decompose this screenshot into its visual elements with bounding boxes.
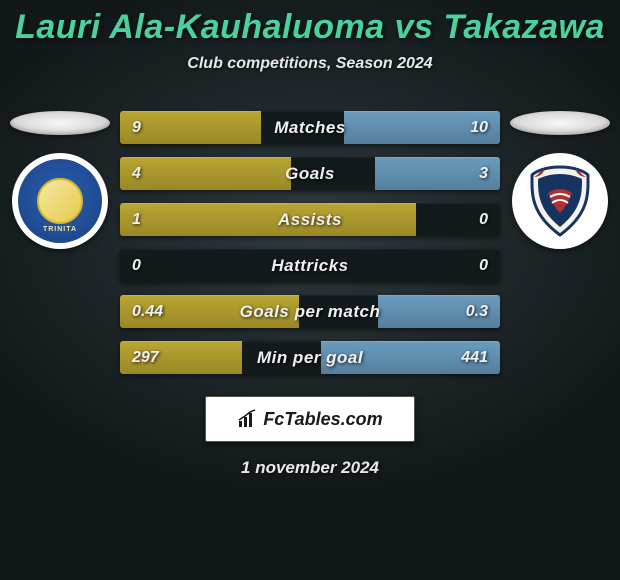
crest-right-shield-icon <box>526 163 594 239</box>
body-row: est 1994 TRINITA 9Matches10 4Goals3 1Assis… <box>0 111 620 374</box>
stat-label: Goals per match <box>120 302 500 322</box>
stat-value-right: 10 <box>470 119 488 137</box>
stat-value-right: 0 <box>479 211 488 229</box>
stat-row: 0.44Goals per match0.3 <box>120 295 500 328</box>
stat-label: Assists <box>120 210 500 230</box>
stat-value-right: 0.3 <box>466 303 488 321</box>
player-left-column: est 1994 TRINITA <box>10 111 110 249</box>
stat-value-right: 0 <box>479 257 488 275</box>
crest-left-name-text: TRINITA <box>18 226 102 233</box>
brand-text: FcTables.com <box>263 409 382 430</box>
player-right-photo-placeholder <box>510 111 610 135</box>
stat-row: 9Matches10 <box>120 111 500 144</box>
crest-left-ball-icon <box>37 178 83 224</box>
player-left-photo-placeholder <box>10 111 110 135</box>
footer-date: 1 november 2024 <box>0 458 620 478</box>
stat-label: Goals <box>120 164 500 184</box>
subtitle: Club competitions, Season 2024 <box>0 55 620 73</box>
stat-row: 297Min per goal441 <box>120 341 500 374</box>
page-title: Lauri Ala-Kauhaluoma vs Takazawa <box>0 8 620 47</box>
brand-box[interactable]: FcTables.com <box>205 396 415 442</box>
stat-label: Matches <box>120 118 500 138</box>
crest-left-circle: est 1994 TRINITA <box>18 159 102 243</box>
stat-row: 1Assists0 <box>120 203 500 236</box>
player-right-column <box>510 111 610 249</box>
club-crest-right <box>512 153 608 249</box>
stats-table: 9Matches104Goals31Assists00Hattricks00.4… <box>120 111 500 374</box>
stat-label: Min per goal <box>120 348 500 368</box>
stat-label: Hattricks <box>120 256 500 276</box>
stat-value-right: 441 <box>461 349 488 367</box>
stat-row: 0Hattricks0 <box>120 249 500 282</box>
stat-row: 4Goals3 <box>120 157 500 190</box>
container: Lauri Ala-Kauhaluoma vs Takazawa Club co… <box>0 0 620 580</box>
brand-bars-icon <box>237 409 257 429</box>
stat-value-right: 3 <box>479 165 488 183</box>
club-crest-left: est 1994 TRINITA <box>12 153 108 249</box>
